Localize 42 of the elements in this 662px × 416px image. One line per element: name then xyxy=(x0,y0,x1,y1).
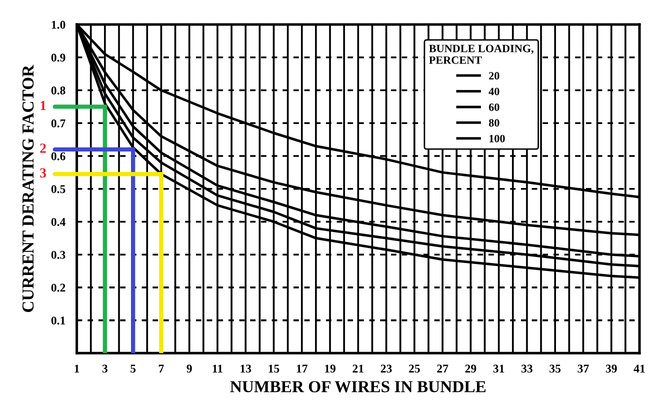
legend-label: 20 xyxy=(489,72,500,80)
y-tick-label: 0.4 xyxy=(51,218,66,226)
x-tick-label: 29 xyxy=(465,364,476,373)
x-tick-label: 1 xyxy=(74,364,80,372)
annotation: 3 xyxy=(40,168,46,178)
y-tick-label: 0.1 xyxy=(51,316,66,325)
x-tick-label: 35 xyxy=(550,364,561,373)
y-tick-label: 0.9 xyxy=(51,54,66,62)
y-tick-label: 0.2 xyxy=(51,284,66,292)
y-axis-title: CURRENT DERATING FACTOR xyxy=(22,64,34,312)
x-tick-label: 25 xyxy=(409,364,420,373)
y-tick-label: 0.3 xyxy=(51,250,66,259)
x-tick-label: 23 xyxy=(380,364,392,373)
x-tick-label: 5 xyxy=(130,364,136,373)
x-tick-label: 15 xyxy=(268,364,280,373)
x-tick-label: 7 xyxy=(158,364,164,372)
x-tick-label: 31 xyxy=(493,364,504,373)
x-tick-label: 39 xyxy=(606,364,617,373)
x-tick-label: 41 xyxy=(634,364,645,372)
y-tick-label: 1.0 xyxy=(52,20,66,29)
legend-label: 40 xyxy=(488,88,500,96)
legend-label: 80 xyxy=(488,119,500,127)
x-tick-label: 11 xyxy=(212,364,222,372)
y-tick-label: 0.5 xyxy=(51,185,66,194)
x-tick-label: 17 xyxy=(296,364,308,372)
x-tick-label: 13 xyxy=(240,364,252,373)
x-tick-label: 9 xyxy=(186,364,192,373)
x-tick-label: 19 xyxy=(325,364,336,373)
legend-label: 100 xyxy=(489,134,505,142)
y-tick-label: 0.7 xyxy=(51,119,66,128)
x-tick-label: 21 xyxy=(352,364,364,372)
x-tick-label: 3 xyxy=(102,364,108,373)
x-tick-label: 33 xyxy=(521,364,532,373)
legend-label: 60 xyxy=(488,103,500,111)
x-tick-label: 37 xyxy=(578,364,589,373)
legend-title: BUNDLE LOADING, PERCENT xyxy=(429,44,534,64)
annotation: 2 xyxy=(40,144,46,153)
x-axis-title: NUMBER OF WIRES IN BUNDLE xyxy=(230,381,486,392)
y-tick-label: 0.8 xyxy=(51,86,66,95)
y-tick-label: 0.6 xyxy=(51,152,66,160)
x-tick-label: 27 xyxy=(437,364,448,372)
text: 1 xyxy=(40,100,46,110)
